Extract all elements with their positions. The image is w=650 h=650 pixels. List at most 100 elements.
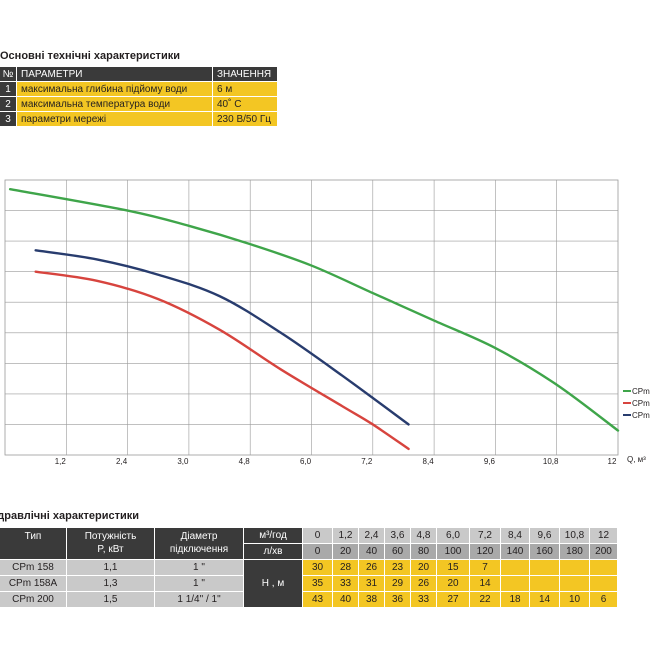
- flow-l-cell: 0: [303, 544, 332, 559]
- pump-diameter-cell: 1 ": [155, 576, 243, 591]
- x-tick-label: 7,2: [361, 457, 373, 466]
- pump-type-cell: СРm 158: [0, 560, 66, 575]
- spec-row: 2 максимальна температура води 40˚ C: [0, 97, 277, 111]
- flow-m3-cell: 8,4: [501, 528, 529, 543]
- head-value-cell: 15: [437, 560, 469, 575]
- head-value-cell: 18: [501, 592, 529, 607]
- spec-row: 1 максимальна глибина підйому води 6 м: [0, 82, 277, 96]
- flow-m3-cell: 10,8: [560, 528, 589, 543]
- flow-l-cell: 120: [470, 544, 500, 559]
- spec-row-num: 2: [0, 97, 17, 111]
- spec-row-num: 1: [0, 82, 17, 96]
- chart-grid: [4, 179, 619, 456]
- head-value-cell: 22: [470, 592, 500, 607]
- flow-m3-cell: 1,2: [333, 528, 358, 543]
- hyd-header-diameter-text: Діаметр підключення: [169, 531, 229, 555]
- hyd-header-power-text: Потужність P, кВт: [84, 531, 137, 555]
- flow-m3-cell: 12: [590, 528, 617, 543]
- chart-legend: CPm2 CPm1 CPm1: [623, 387, 650, 420]
- pump-power-cell: 1,3: [67, 576, 154, 591]
- head-value-cell: 33: [333, 576, 358, 591]
- x-tick-label: 9,6: [484, 457, 496, 466]
- x-tick-label: 4,8: [239, 457, 251, 466]
- head-value-cell: [501, 560, 529, 575]
- pump-type-cell: СРm 158А: [0, 576, 66, 591]
- x-tick-label: 12: [608, 457, 617, 466]
- performance-chart: 1,22,43,04,86,07,28,49,610,812 CPm2CPm1C…: [4, 179, 650, 466]
- head-value-cell: 26: [359, 560, 384, 575]
- pump-diameter-cell: 1 1/4" / 1": [155, 592, 243, 607]
- head-value-cell: 14: [470, 576, 500, 591]
- spec-header-num: №: [0, 67, 17, 81]
- head-value-cell: 28: [333, 560, 358, 575]
- head-value-cell: 30: [303, 560, 332, 575]
- hyd-header-type: Тип: [0, 528, 66, 559]
- flow-l-cell: 140: [501, 544, 529, 559]
- head-value-cell: [501, 576, 529, 591]
- hydraulic-section-title: Гідравлічні характеристики: [0, 510, 140, 522]
- head-value-cell: [530, 576, 559, 591]
- head-value-cell: 38: [359, 592, 384, 607]
- x-tick-label: 10,8: [543, 457, 559, 466]
- spec-row-value: 6 м: [213, 82, 277, 96]
- flow-l-cell: 180: [560, 544, 589, 559]
- spec-section-title: Основні технічні характеристики: [0, 50, 180, 62]
- x-tick-label: 6,0: [300, 457, 312, 466]
- head-value-cell: 36: [385, 592, 410, 607]
- head-value-cell: 10: [560, 592, 589, 607]
- spec-row-param: параметри мережі: [17, 112, 213, 126]
- head-value-cell: 20: [437, 576, 469, 591]
- head-value-cell: 31: [359, 576, 384, 591]
- head-value-cell: 6: [590, 592, 617, 607]
- flow-l-cell: 40: [359, 544, 384, 559]
- flow-l-cell: 100: [437, 544, 469, 559]
- x-tick-label: 1,2: [55, 457, 67, 466]
- chart-series-layer: [8, 187, 620, 451]
- head-value-cell: [590, 576, 617, 591]
- series-line-2: [34, 249, 410, 426]
- head-value-cell: 33: [411, 592, 436, 607]
- head-value-cell: 23: [385, 560, 410, 575]
- head-value-cell: 40: [333, 592, 358, 607]
- flow-l-cell: 20: [333, 544, 358, 559]
- legend-label: CPm1: [632, 399, 650, 408]
- pump-type-cell: СРm 200: [0, 592, 66, 607]
- series-line-0: [8, 187, 620, 432]
- spec-header-value: ЗНАЧЕННЯ: [213, 67, 277, 81]
- chart-x-axis-label: Q, м³: [627, 455, 646, 464]
- head-value-cell: [590, 560, 617, 575]
- flow-m3-cell: 3,6: [385, 528, 410, 543]
- flow-m3-cell: 0: [303, 528, 332, 543]
- head-value-cell: 29: [385, 576, 410, 591]
- spec-header-param: ПАРАМЕТРИ: [17, 67, 213, 81]
- spec-row: 3 параметри мережі 230 В/50 Гц: [0, 112, 277, 126]
- spec-row-value: 40˚ C: [213, 97, 277, 111]
- flow-l-cell: 200: [590, 544, 617, 559]
- head-value-cell: 35: [303, 576, 332, 591]
- spec-row-value: 230 В/50 Гц: [213, 112, 277, 126]
- hyd-head-label: H , м: [244, 560, 302, 607]
- head-value-cell: [560, 560, 589, 575]
- pump-diameter-cell: 1 ": [155, 560, 243, 575]
- hyd-header-diameter: Діаметр підключення: [155, 528, 243, 559]
- hyd-header-power: Потужність P, кВт: [67, 528, 154, 559]
- pump-power-cell: 1,1: [67, 560, 154, 575]
- x-tick-label: 3,0: [177, 457, 189, 466]
- spec-row-num: 3: [0, 112, 17, 126]
- spec-header-row: № ПАРАМЕТРИ ЗНАЧЕННЯ: [0, 67, 277, 81]
- flow-l-cell: 80: [411, 544, 436, 559]
- flow-m3-cell: 2,4: [359, 528, 384, 543]
- series-line-1: [34, 270, 410, 451]
- head-value-cell: 20: [411, 560, 436, 575]
- hyd-header-unit-m3: м³/год: [244, 528, 302, 543]
- hydraulic-table: Тип Потужність P, кВт Діаметр підключенн…: [0, 528, 617, 610]
- head-value-cell: 7: [470, 560, 500, 575]
- head-value-cell: 43: [303, 592, 332, 607]
- chart-x-ticks: 1,2 2,4 3,0 4,8 6,0 7,2 8,4 9,6 10,8 12: [55, 457, 617, 466]
- spec-row-param: максимальна глибина підйому води: [17, 82, 213, 96]
- x-tick-label: 2,4: [116, 457, 128, 466]
- legend-label: CPm2: [632, 387, 650, 396]
- flow-m3-cell: 6,0: [437, 528, 469, 543]
- spec-table: № ПАРАМЕТРИ ЗНАЧЕННЯ 1 максимальна глиби…: [0, 66, 277, 127]
- spec-row-param: максимальна температура води: [17, 97, 213, 111]
